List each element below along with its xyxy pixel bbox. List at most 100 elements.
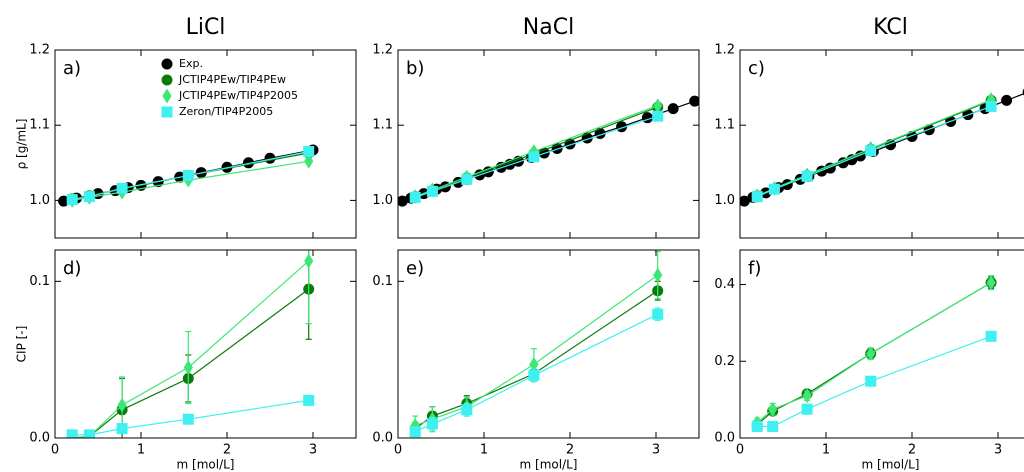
marker — [117, 397, 127, 413]
marker — [751, 420, 763, 432]
x-tick-label: 0 — [394, 443, 402, 458]
marker — [303, 146, 315, 158]
y-tick-label: 0.0 — [29, 431, 50, 446]
y-tick-label: 1.2 — [714, 43, 735, 58]
marker — [768, 401, 778, 417]
marker — [528, 369, 540, 381]
marker — [409, 191, 421, 203]
marker — [985, 100, 997, 112]
x-axis-label: m [mol/L] — [177, 458, 235, 472]
legend-label: Zeron/TIP4P2005 — [179, 105, 273, 118]
marker — [116, 423, 128, 435]
marker — [183, 360, 193, 375]
y-tick-label: 0.0 — [714, 431, 735, 446]
marker — [801, 170, 813, 182]
legend-marker — [161, 106, 173, 118]
plot-area — [740, 88, 1024, 207]
marker — [83, 429, 95, 438]
marker — [304, 153, 314, 169]
x-tick-label: 3 — [652, 443, 660, 458]
marker — [801, 403, 813, 415]
series-line — [72, 260, 310, 438]
marker — [304, 253, 314, 269]
axes-frame — [739, 249, 1024, 439]
marker — [767, 420, 779, 432]
x-tick-label: 1 — [137, 443, 145, 458]
axes-frame — [397, 49, 700, 239]
axes-frame — [54, 249, 357, 439]
marker — [66, 194, 78, 206]
marker — [426, 185, 438, 197]
marker — [652, 110, 664, 122]
y-tick-label: 0.1 — [29, 274, 50, 289]
marker — [182, 413, 194, 425]
y-tick-label: 0.4 — [714, 277, 735, 292]
legend-label: JCTIP4PEw/TIP4P2005 — [178, 89, 298, 102]
marker — [1001, 94, 1013, 106]
y-axis-label: ρ [g/mL] — [15, 119, 29, 170]
y-tick-label: 1.2 — [29, 43, 50, 58]
x-tick-label: 2 — [223, 443, 231, 458]
marker — [461, 404, 473, 416]
y-tick-label: 0.0 — [372, 431, 393, 446]
marker — [986, 275, 996, 291]
marker — [461, 173, 473, 185]
marker — [751, 191, 763, 203]
panel: 1.0 1.1 1.2 a) LiCl ρ [g/mL] Exp. JCTIP4PEw/TIP… — [15, 15, 357, 239]
panel-label: d) — [63, 258, 81, 279]
legend: Exp. JCTIP4PEw/TIP4PEw JCTIP4PEw/TIP4P2005… — [161, 57, 298, 118]
y-tick-label: 1.2 — [372, 43, 393, 58]
series-line — [414, 290, 659, 430]
marker — [652, 308, 664, 320]
marker — [802, 388, 812, 404]
marker — [426, 418, 438, 430]
legend-marker — [161, 58, 173, 70]
x-tick-label: 2 — [908, 443, 916, 458]
panel: 0 1 2 3 0.0 0.2 0.4 f) m [mol/L] — [714, 249, 1024, 472]
y-tick-label: 0.2 — [714, 354, 735, 369]
y-tick-label: 1.0 — [372, 193, 393, 208]
y-tick-label: 1.0 — [714, 193, 735, 208]
marker — [865, 145, 877, 157]
x-tick-label: 0 — [736, 443, 744, 458]
marker — [182, 170, 194, 182]
marker — [528, 151, 540, 163]
x-axis-label: m [mol/L] — [862, 458, 920, 472]
y-tick-label: 1.1 — [29, 118, 50, 133]
plot-area — [751, 275, 997, 432]
panel-title: LiCl — [186, 15, 226, 40]
panel: 0 1 2 3 0.0 0.1 e) m [mol/L] — [372, 249, 700, 472]
x-axis-label: m [mol/L] — [520, 458, 578, 472]
legend-label: JCTIP4PEw/TIP4PEw — [178, 73, 286, 86]
panel-label: e) — [406, 258, 424, 279]
panel-label: f) — [748, 258, 761, 279]
marker — [66, 429, 78, 438]
legend-marker — [162, 88, 172, 104]
panel-label: c) — [748, 58, 765, 79]
marker — [653, 267, 663, 283]
x-tick-label: 0 — [51, 443, 59, 458]
marker — [303, 394, 315, 406]
axes-frame — [739, 49, 1024, 239]
marker — [865, 375, 877, 387]
panel-label: a) — [63, 58, 81, 79]
panel: 0 1 2 3 0.0 0.1 d) m [mol/L] CIP [-] — [15, 249, 357, 472]
panel-label: b) — [406, 58, 424, 79]
axes-frame — [397, 249, 700, 439]
plot-area — [398, 95, 699, 207]
x-tick-label: 3 — [309, 443, 317, 458]
plot-area — [58, 144, 319, 208]
marker — [409, 426, 421, 438]
y-axis-label: CIP [-] — [15, 326, 29, 363]
legend-label: Exp. — [179, 57, 203, 70]
panel-title: KCl — [873, 15, 908, 40]
marker — [667, 103, 679, 115]
y-tick-label: 1.1 — [372, 118, 393, 133]
y-tick-label: 1.1 — [714, 118, 735, 133]
marker — [985, 330, 997, 342]
x-tick-label: 2 — [566, 443, 574, 458]
plot-area — [409, 250, 664, 438]
marker — [866, 346, 876, 362]
legend-marker — [161, 74, 173, 86]
